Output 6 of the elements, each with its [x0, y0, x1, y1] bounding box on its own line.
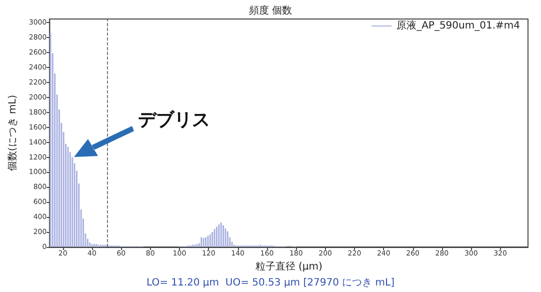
chart-title: 頻度 個数: [248, 4, 292, 16]
text: LO= 11.20 μm UO= 50.53 μm [27970 につき mL]: [146, 278, 395, 288]
y-axis-title: 個数(につき mL): [8, 94, 18, 172]
legend-label: 原液_AP_590um_01.#m4: [396, 20, 520, 32]
x-axis-title: 粒子直径 (μm): [255, 260, 322, 272]
annotation: デブリス: [138, 110, 210, 130]
